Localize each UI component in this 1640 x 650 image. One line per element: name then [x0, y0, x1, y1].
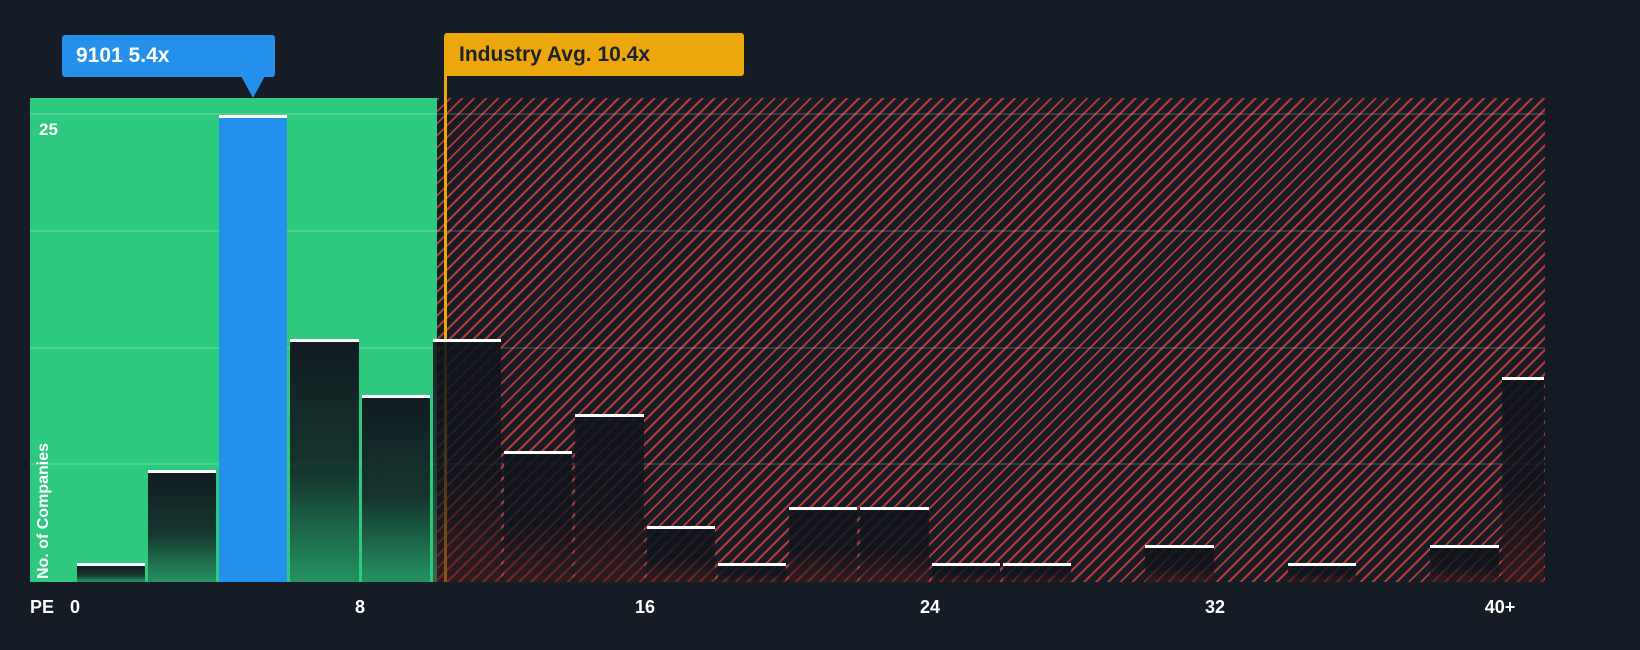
gridline-12.5 — [30, 346, 1545, 349]
company-bar-pe-4-6[interactable] — [219, 115, 288, 582]
industry-average-line — [444, 74, 447, 582]
histogram-bar-pe-2-4[interactable] — [147, 469, 216, 582]
histogram-bar-pe-0-2[interactable] — [76, 563, 145, 582]
x-axis: PE 0 8 16 24 32 40+ — [0, 597, 1640, 623]
gridline-6.25 — [30, 463, 1545, 466]
histogram-bar-pe-40-plus[interactable] — [1501, 376, 1544, 582]
industry-average-label: Industry Avg. 10.4x — [444, 33, 744, 76]
x-tick-32: 32 — [1204, 597, 1226, 617]
gridline-25 — [30, 113, 1545, 115]
histogram-bar-pe-16-18[interactable] — [646, 525, 715, 582]
histogram-bar-pe-24-26[interactable] — [931, 563, 1000, 582]
plot-area: 25 No. of Companies — [30, 98, 1545, 582]
histogram-bar-pe-6-8[interactable] — [290, 339, 359, 582]
histogram-bar-pe-22-24[interactable] — [860, 507, 929, 582]
histogram-bar-pe-8-10[interactable] — [361, 395, 430, 582]
gridlines — [30, 98, 1545, 582]
histogram-bar-pe-18-20[interactable] — [717, 563, 786, 582]
histogram-bar-pe-30-32[interactable] — [1145, 544, 1214, 582]
histogram-bar-pe-38-40[interactable] — [1430, 544, 1499, 582]
histogram-bar-pe-26-28[interactable] — [1002, 563, 1071, 582]
y-axis-tick-25: 25 — [39, 120, 58, 139]
bars-layer — [30, 98, 1545, 582]
x-tick-24: 24 — [919, 597, 941, 617]
histogram-bar-pe-14-16[interactable] — [575, 413, 644, 582]
x-axis-title: PE — [30, 597, 55, 617]
x-tick-8: 8 — [354, 597, 366, 617]
company-tooltip-pointer — [241, 76, 266, 98]
company-tooltip: 9101 5.4x — [62, 35, 275, 77]
histogram-bar-pe-20-22[interactable] — [789, 507, 858, 582]
x-tick-40+: 40+ — [1484, 597, 1516, 617]
histogram-bar-pe-34-36[interactable] — [1287, 563, 1356, 582]
x-tick-16: 16 — [634, 597, 656, 617]
histogram-bar-pe-12-14[interactable] — [504, 451, 573, 582]
histogram-bar-pe-10-12[interactable] — [432, 339, 501, 582]
gridline-18.75 — [30, 229, 1545, 232]
y-axis-title: No. of Companies — [35, 442, 52, 579]
x-tick-0: 0 — [69, 597, 81, 617]
